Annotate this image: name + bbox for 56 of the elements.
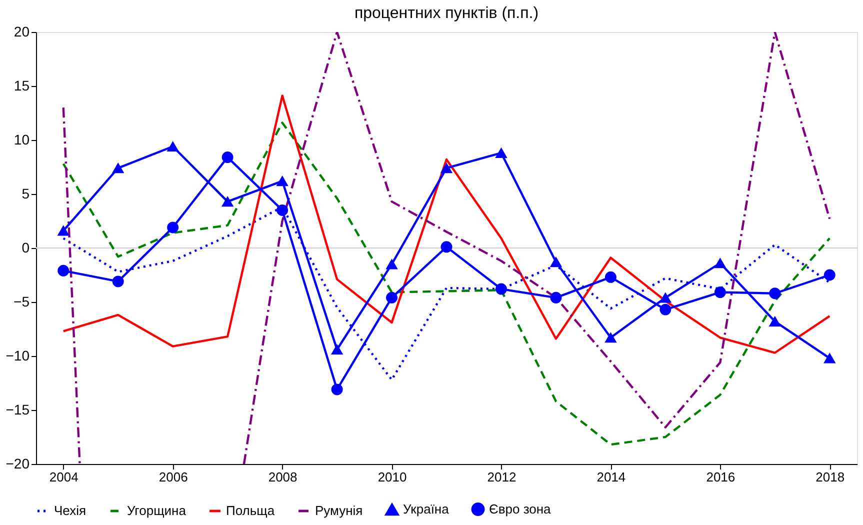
point [660,292,672,303]
chart-title: процентних пунктів (п.п.) [354,5,539,22]
x-tick-label: 2004 [49,470,78,484]
x-tick-label: 2016 [706,470,736,484]
point [824,269,836,281]
y-tick-label: −20 [6,456,30,472]
point [386,292,398,304]
point [495,148,507,158]
legend-label: Євро зона [489,501,552,516]
y-tick-label: 10 [14,132,30,148]
legend-label: Україна [403,502,450,517]
point [550,257,562,268]
line-series [62,122,831,446]
point [112,276,124,288]
legend-label: Угорщина [127,503,187,518]
point [167,222,179,234]
point [386,259,398,270]
point [660,304,672,316]
point [167,141,179,152]
x-tick-label: 2006 [158,470,188,484]
legend-label: Чехія [54,503,86,518]
point [222,196,234,207]
point [714,258,726,268]
x-tick-label: 2014 [596,470,626,484]
x-tick-label: 2012 [487,470,516,484]
point [440,163,452,174]
point [604,332,616,343]
point [58,264,70,276]
point [550,292,562,304]
y-tick-label: 20 [14,24,30,40]
point [276,204,288,216]
point [276,176,288,186]
line-series [62,94,831,354]
y-tick-label: 15 [14,78,30,94]
y-tick-label: −5 [14,294,30,310]
point [769,288,781,300]
point [222,152,234,164]
x-tick-label: 2008 [268,470,298,484]
x-tick-label: 2018 [816,470,845,484]
point [112,163,124,174]
point [495,283,507,295]
point [440,241,452,253]
point [824,353,836,364]
legend-label: Польща [226,503,276,518]
y-tick-label: 0 [22,240,30,256]
y-tick-label: −15 [6,402,30,418]
point [714,286,726,298]
point [331,384,343,396]
legend-label: Румунія [315,503,363,518]
y-tick-label: 5 [22,186,30,202]
point [331,344,343,355]
x-tick-label: 2010 [378,470,407,484]
y-tick-label: −10 [6,348,30,364]
point [604,271,616,283]
point [769,316,781,326]
point [58,226,70,236]
